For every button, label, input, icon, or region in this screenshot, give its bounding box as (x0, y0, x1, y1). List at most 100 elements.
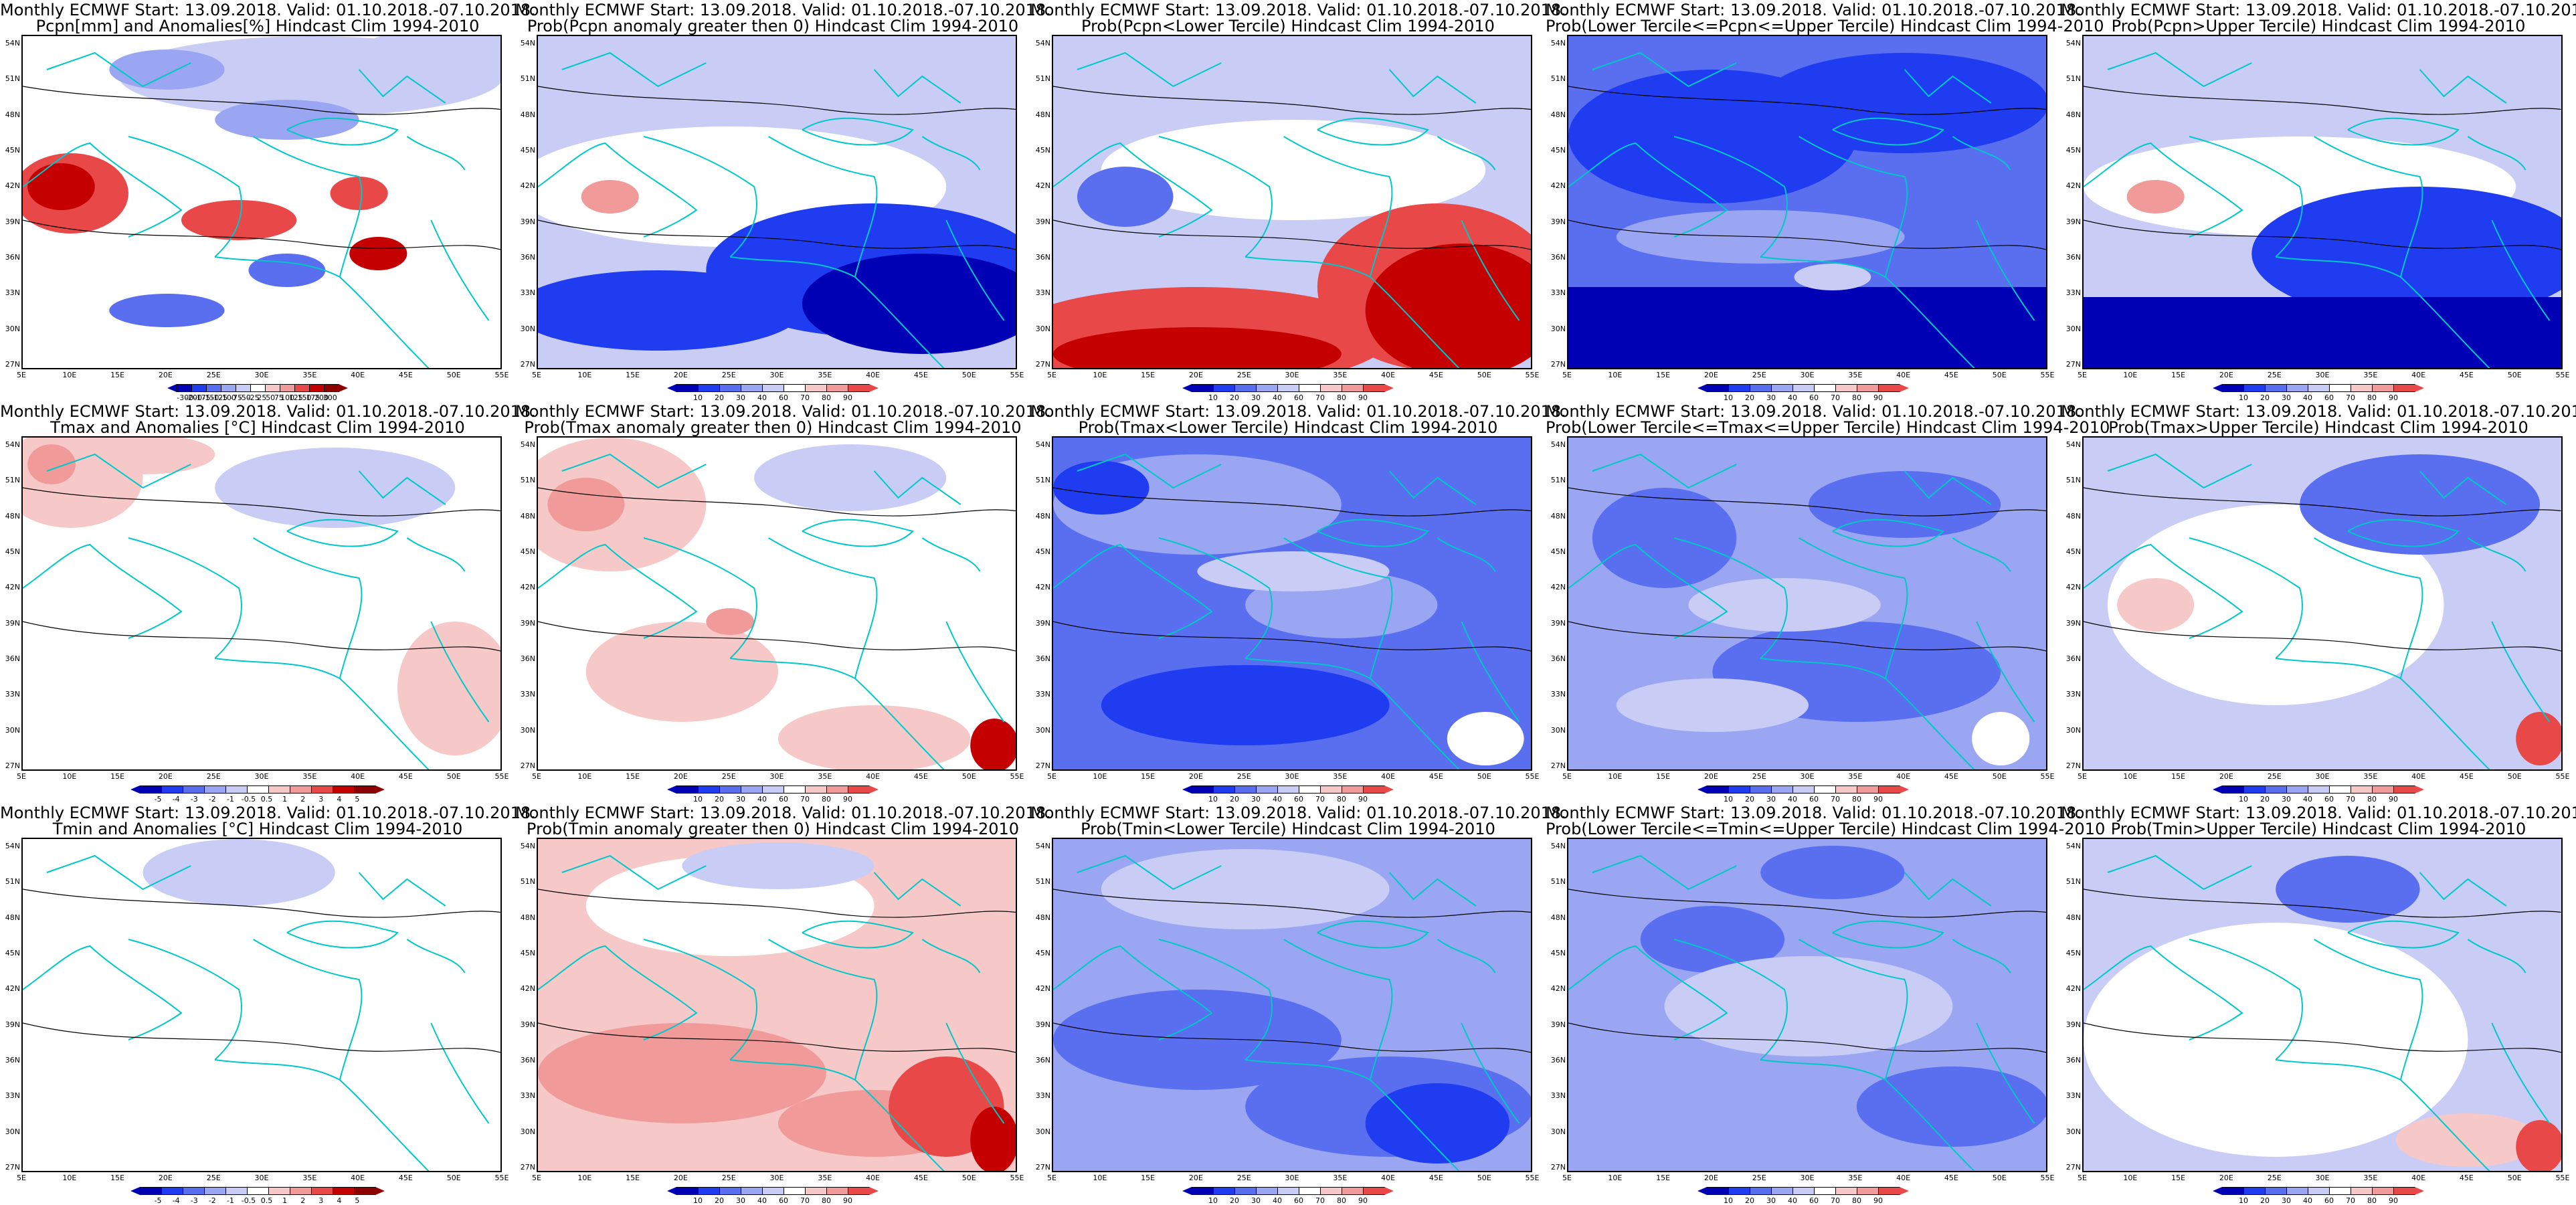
field-region (109, 50, 225, 90)
forecast-panel: Monthly ECMWF Start: 13.09.2018. Valid: … (515, 803, 1051, 1205)
coastline (643, 537, 757, 659)
coastline (406, 136, 466, 171)
colorbar-tick-label: 20 (715, 795, 724, 804)
colorbar-swatch (848, 785, 870, 794)
map-field (1568, 438, 2046, 769)
latitude-label: 42N (520, 984, 535, 994)
coastline (2276, 658, 2490, 769)
longitude-label: 50E (1992, 772, 2007, 781)
latitude-label: 54N (1035, 39, 1050, 48)
colorbar-tick-label: -300 (177, 393, 194, 402)
contour-line (1053, 86, 1531, 115)
longitude-label: 35E (818, 371, 832, 379)
contour-line (2084, 621, 2561, 652)
colorbar-swatch (784, 1187, 806, 1195)
longitude-label: 35E (2363, 772, 2378, 781)
longitude-label: 45E (1944, 371, 1958, 379)
latitude-label: 30N (1035, 725, 1050, 735)
colorbar-tick-label: 5 (355, 795, 360, 804)
field-region (1197, 551, 1390, 591)
colorbar-swatch (1835, 384, 1857, 392)
colorbar-swatch (1857, 785, 1879, 794)
coastline (945, 1022, 1005, 1124)
latitude-label: 48N (1035, 110, 1050, 119)
longitude-label: 5E (1562, 1174, 1572, 1182)
colorbar-tick-label: 90 (843, 795, 852, 804)
coastline (358, 69, 446, 104)
colorbar-tick-label: 10 (1724, 795, 1733, 804)
colorbar-tick-label: -0.5 (241, 795, 256, 804)
colorbar-tick-label: -3 (190, 795, 198, 804)
latitude-label: 51N (1550, 74, 1566, 84)
latitude-label: 45N (1035, 949, 1050, 957)
coastline (1317, 519, 1429, 547)
contour-line (23, 889, 500, 918)
coastline (430, 1022, 490, 1124)
colorbar-tick-label: 60 (1809, 393, 1819, 402)
colorbar-swatch (247, 785, 269, 794)
coastline (46, 52, 191, 88)
coastline (1053, 142, 1213, 238)
latitude-label: 30N (1035, 1127, 1050, 1136)
colorbar-tick-label: 20 (1745, 393, 1754, 402)
latitude-label: 51N (1550, 877, 1566, 887)
colorbar-swatch (1814, 384, 1836, 392)
latitude-label: 30N (5, 324, 20, 333)
colorbar (1697, 384, 1909, 392)
coastline (2491, 1022, 2551, 1124)
forecast-panel: Monthly ECMWF Start: 13.09.2018. Valid: … (2061, 803, 2576, 1205)
coastline (1317, 920, 1429, 949)
latitude-label: 54N (2065, 440, 2081, 449)
coastline (286, 519, 399, 547)
coastline (1832, 117, 1944, 146)
latitude-label: 27N (520, 1163, 535, 1172)
colorbar-swatch (290, 1187, 312, 1195)
latitude-label: 48N (1550, 913, 1566, 922)
colorbar-tick-label: 10 (1208, 393, 1218, 402)
panel-subtitle: Prob(Tmin>Upper Tercile) Hindcast Clim 1… (2110, 820, 2526, 838)
colorbar-swatch (1213, 785, 1235, 794)
longitude-label: 30E (769, 772, 784, 781)
colorbar-swatch (1792, 384, 1815, 392)
colorbar-tick-label: 60 (779, 795, 788, 804)
longitude-label: 25E (721, 1174, 736, 1182)
latitude-label: 54N (5, 39, 20, 48)
latitude-label: 51N (2065, 877, 2081, 887)
longitude-label: 35E (1848, 1174, 1863, 1182)
latitude-label: 54N (520, 39, 535, 48)
longitude-label: 45E (398, 772, 413, 781)
longitude-label: 5E (17, 1174, 26, 1182)
latitude-label: 27N (1035, 360, 1050, 369)
field-region (706, 608, 755, 635)
latitude-label: 30N (2065, 324, 2081, 333)
longitude-label: 50E (1992, 1174, 2007, 1182)
longitude-label: 5E (532, 772, 541, 781)
coastline (2276, 1059, 2490, 1171)
coastline (1976, 1022, 2035, 1124)
latitude-label: 39N (1035, 217, 1050, 226)
longitude-label: 35E (818, 772, 832, 781)
longitude-label: 15E (626, 772, 640, 781)
coastline (538, 142, 698, 238)
coastline (430, 219, 490, 321)
coastline (2084, 945, 2243, 1040)
colorbar-swatch (311, 1187, 333, 1195)
longitude-label: 55E (2040, 371, 2055, 379)
colorbar-swatch (1342, 785, 1364, 794)
colorbar-swatch (206, 384, 221, 392)
colorbar-swatch (848, 1187, 870, 1195)
longitude-label: 10E (2123, 371, 2138, 379)
forecast-panel: Monthly ECMWF Start: 13.09.2018. Valid: … (0, 0, 536, 402)
field-region (1365, 1083, 1510, 1164)
latitude-label: 33N (2065, 288, 2081, 298)
longitude-label: 20E (158, 371, 173, 379)
colorbar-swatch (1878, 1187, 1900, 1195)
colorbar-swatch (826, 1187, 848, 1195)
longitude-label: 45E (1429, 1174, 1443, 1182)
longitude-label: 25E (206, 371, 221, 379)
colorbar-swatch (311, 785, 333, 794)
colorbar-tick-label: 80 (2367, 795, 2377, 804)
latitude-label: 51N (5, 877, 20, 887)
coastline (253, 537, 363, 679)
forecast-map (1567, 838, 2047, 1172)
